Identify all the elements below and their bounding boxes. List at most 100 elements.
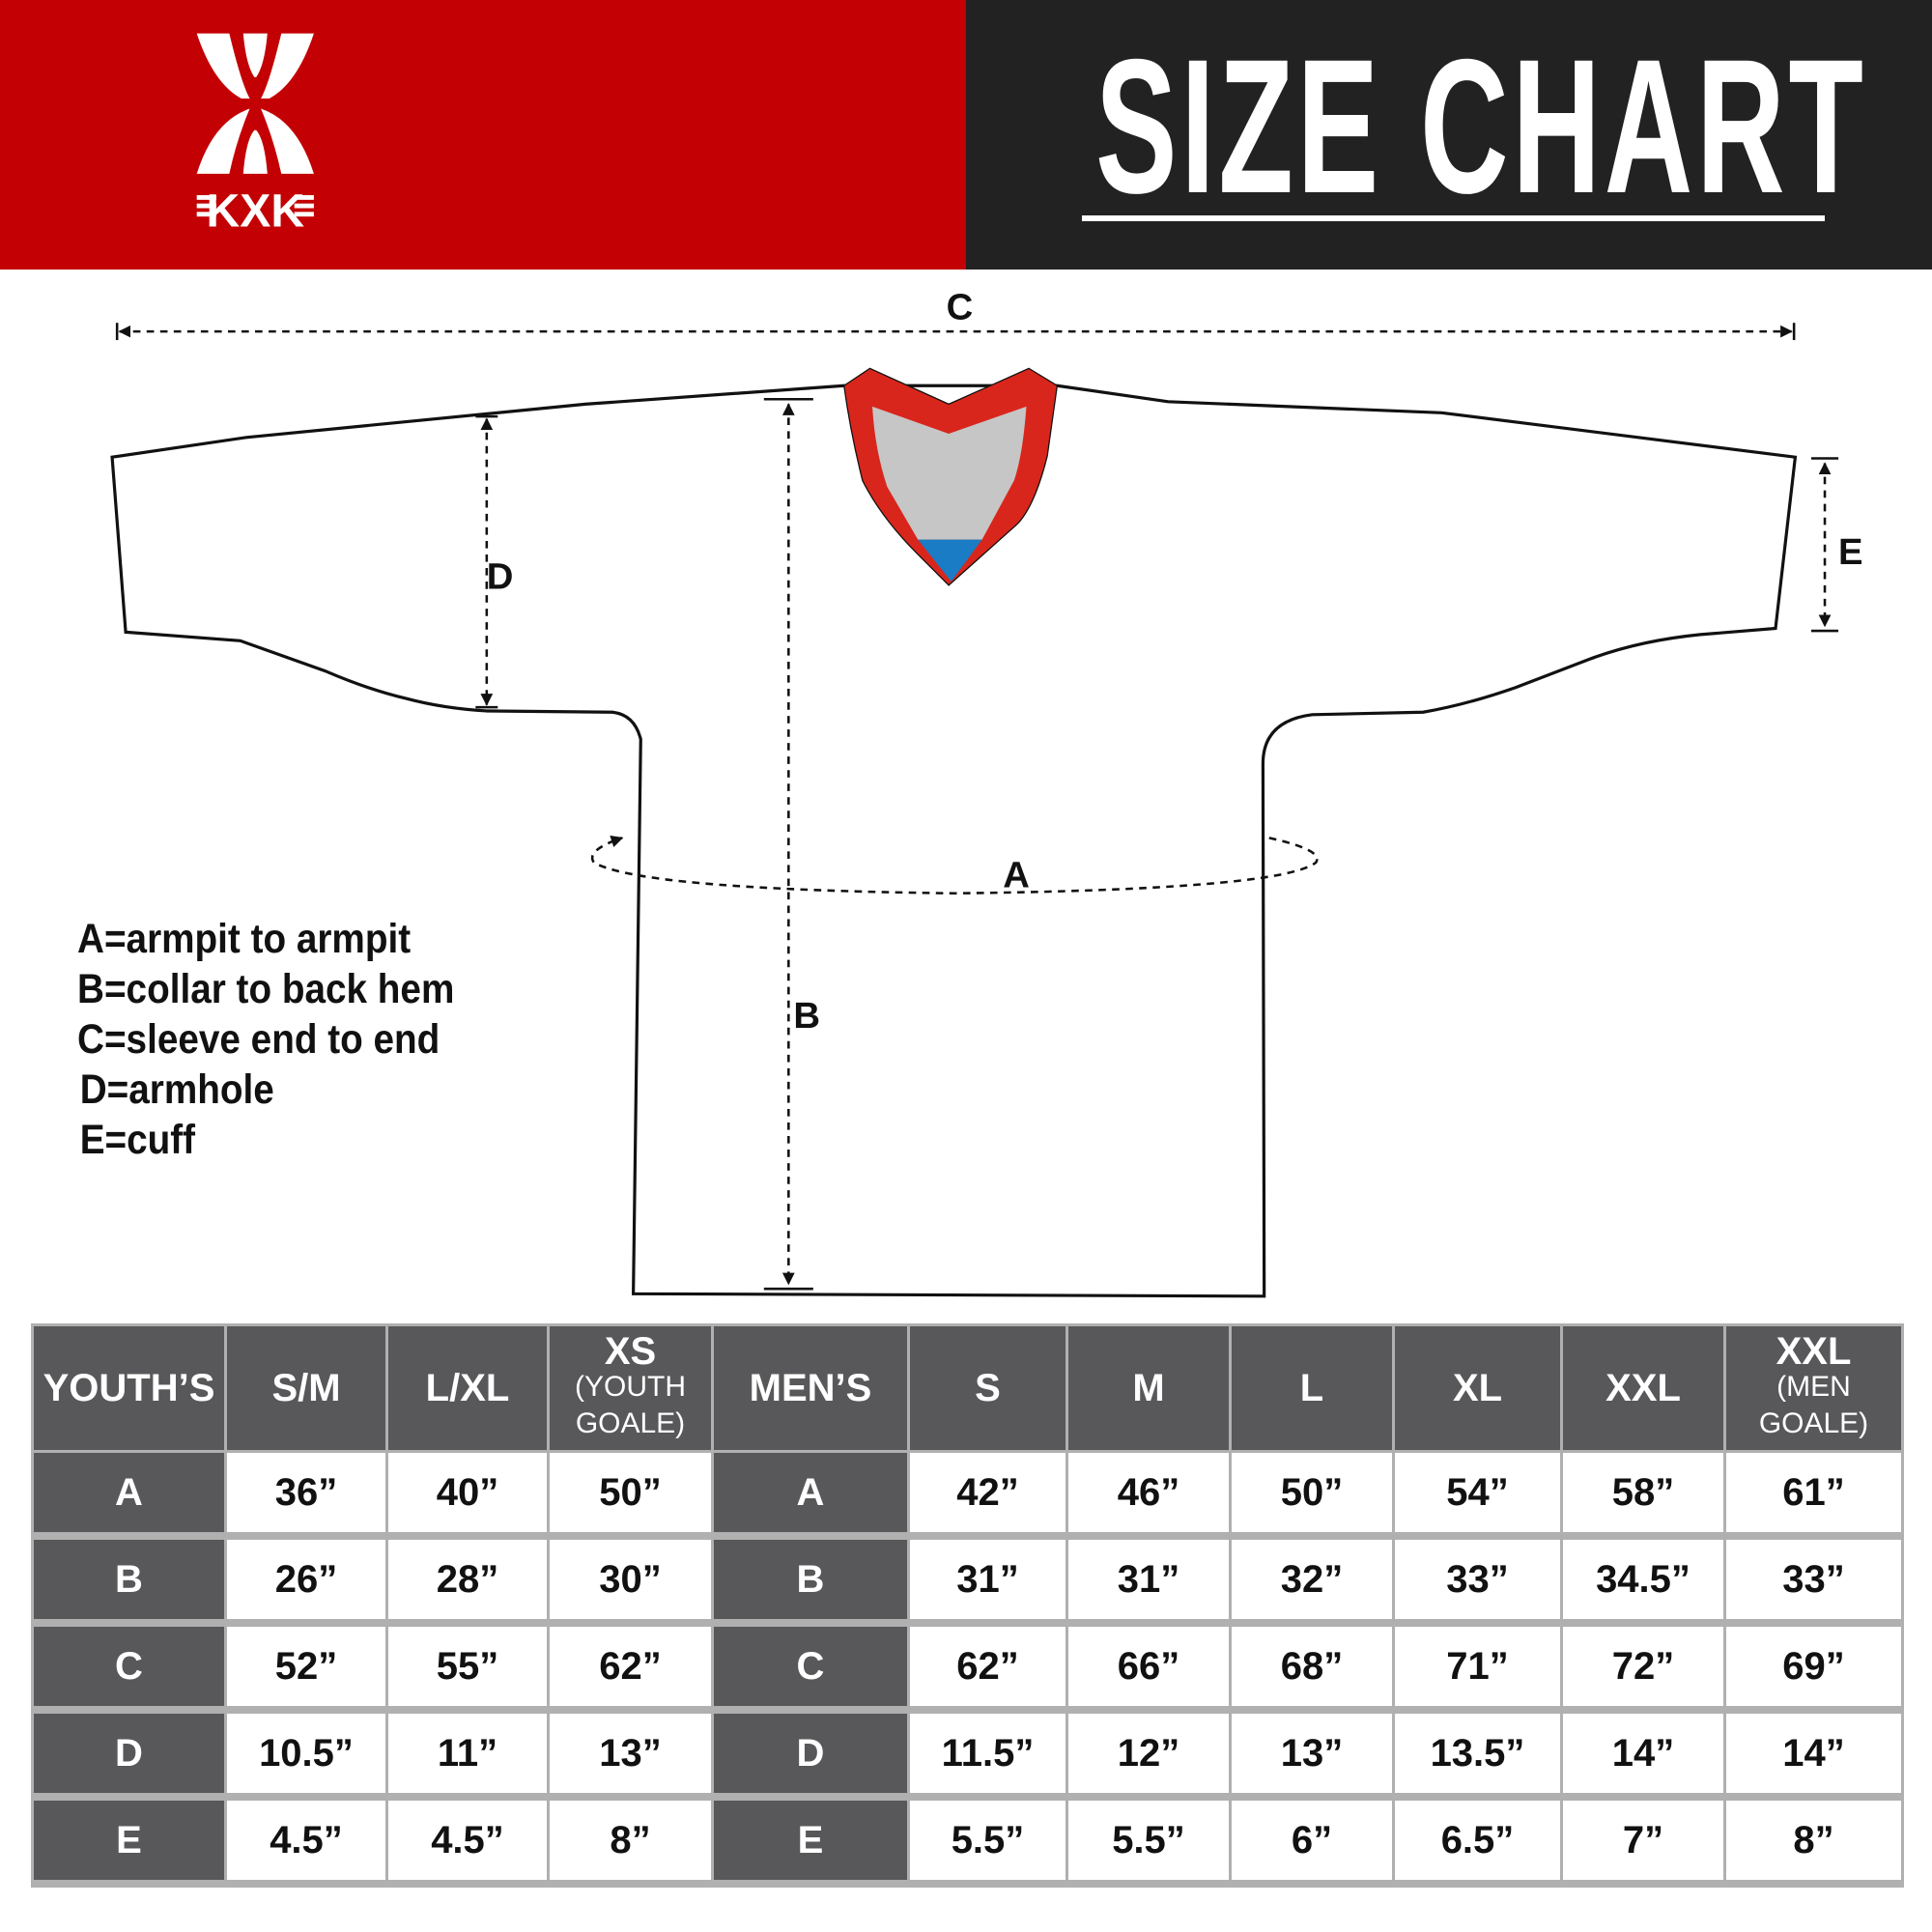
measurement-cell: 5.5” — [907, 1795, 1068, 1888]
column-header: XS (YOUTH GOALE) — [547, 1323, 714, 1453]
measurement-cell: 5.5” — [1065, 1795, 1232, 1888]
column-header-label: XXL — [1605, 1367, 1681, 1409]
measurement-cell: 62” — [547, 1621, 714, 1714]
measurement-cell: 11” — [385, 1708, 550, 1801]
measurement-cell: 6” — [1229, 1795, 1395, 1888]
measurement-cell: 42” — [907, 1450, 1068, 1540]
table-header-row: YOUTH’S S/M L/XL XS (YOUTH GOALE) MEN’S S M L XL XX… — [31, 1323, 1904, 1453]
column-header-label: L/XL — [425, 1367, 510, 1409]
row-label-cell: D — [711, 1708, 910, 1801]
measurement-cell: 13” — [1229, 1708, 1395, 1801]
legend-item: A=armpit to armpit — [77, 916, 412, 962]
measurement-cell: 26” — [224, 1534, 388, 1627]
measurement-cell: 68” — [1229, 1621, 1395, 1714]
column-header-label: S/M — [271, 1367, 341, 1409]
column-header-label: XS — [604, 1330, 657, 1373]
measurement-cell: 7” — [1560, 1795, 1726, 1888]
column-header: MEN’S — [711, 1323, 910, 1453]
table-row: A 36” 40” 50” A 42” 46” 50” 54” 58” 61” — [31, 1450, 1904, 1540]
measurement-cell: 13” — [547, 1708, 714, 1801]
collar — [843, 367, 1059, 586]
measurement-cell: 72” — [1560, 1621, 1726, 1714]
label-a: A — [1003, 854, 1030, 895]
row-label-cell: E — [31, 1795, 227, 1888]
measurement-cell: 31” — [1065, 1534, 1232, 1627]
measurement-cell: 4.5” — [385, 1795, 550, 1888]
column-header-sublabel: (YOUTH — [575, 1371, 686, 1403]
row-label-cell: B — [711, 1534, 910, 1627]
column-header: L — [1229, 1323, 1395, 1453]
legend-item: C=sleeve end to end — [77, 1016, 440, 1063]
measurement-cell: 46” — [1065, 1450, 1232, 1540]
column-header: YOUTH’S — [31, 1323, 227, 1453]
row-label-cell: C — [31, 1621, 227, 1714]
label-d: D — [487, 556, 514, 598]
legend-item: D=armhole — [79, 1066, 274, 1113]
column-header-label: M — [1132, 1367, 1165, 1409]
measurement-cell: 28” — [385, 1534, 550, 1627]
label-e: E — [1838, 531, 1863, 573]
measurement-cell: 55” — [385, 1621, 550, 1714]
label-b: B — [793, 995, 820, 1037]
measurement-cell: 4.5” — [224, 1795, 388, 1888]
table-row: E 4.5” 4.5” 8” E 5.5” 5.5” 6” 6.5” 7” 8” — [31, 1795, 1904, 1888]
column-header-label: MEN’S — [749, 1367, 872, 1409]
jersey-outline — [110, 384, 1798, 1298]
measurement-cell: 50” — [1229, 1450, 1395, 1540]
measurement-cell: 14” — [1723, 1708, 1904, 1801]
table-row: B 26” 28” 30” B 31” 31” 32” 33” 34.5” 33” — [31, 1534, 1904, 1627]
measurement-cell: 54” — [1392, 1450, 1563, 1540]
measurement-cell: 8” — [547, 1795, 714, 1888]
measurement-cell: 58” — [1560, 1450, 1726, 1540]
measurement-cell: 61” — [1723, 1450, 1904, 1540]
measurement-cell: 50” — [547, 1450, 714, 1540]
column-header-label: XXL — [1776, 1330, 1852, 1373]
measurement-cell: 33” — [1723, 1534, 1904, 1627]
row-label-cell: A — [711, 1450, 910, 1540]
title-banner — [966, 0, 1932, 270]
measurement-cell: 34.5” — [1560, 1534, 1726, 1627]
collar-blue-insert — [918, 539, 982, 582]
page-title: SIZE CHART — [1095, 19, 1867, 233]
title-underline — [1082, 215, 1825, 221]
column-header: XXL — [1560, 1323, 1726, 1453]
measurement-cell: 11.5” — [907, 1708, 1068, 1801]
column-header-label: L — [1299, 1367, 1324, 1409]
size-table: YOUTH’S S/M L/XL XS (YOUTH GOALE) MEN’S S M L XL XX… — [31, 1323, 1904, 1888]
legend-item: B=collar to back hem — [77, 966, 455, 1012]
measurement-legend: A=armpit to armpit B=collar to back hem … — [77, 914, 454, 1165]
measurement-cell: 36” — [224, 1450, 388, 1540]
column-header-sublabel: (MEN — [1776, 1371, 1851, 1403]
dimension-a-loop — [591, 835, 1319, 895]
table-row: C 52” 55” 62” C 62” 66” 68” 71” 72” 69” — [31, 1621, 1904, 1714]
row-label-cell: D — [31, 1708, 227, 1801]
column-header-sublabel: GOALE) — [1758, 1407, 1869, 1439]
measurement-cell: 14” — [1560, 1708, 1726, 1801]
column-header-label: S — [975, 1367, 1001, 1409]
column-header: S — [907, 1323, 1068, 1453]
column-header: M — [1065, 1323, 1232, 1453]
brand-wordmark: KXK — [207, 185, 305, 238]
measurement-cell: 69” — [1723, 1621, 1904, 1714]
measurement-cell: 33” — [1392, 1534, 1563, 1627]
measurement-cell: 71” — [1392, 1621, 1563, 1714]
measurement-cell: 66” — [1065, 1621, 1232, 1714]
row-label-cell: C — [711, 1621, 910, 1714]
brand-banner: KXK — [0, 0, 966, 270]
measurement-cell: 10.5” — [224, 1708, 388, 1801]
column-header-sublabel: GOALE) — [575, 1407, 686, 1439]
measurement-cell: 13.5” — [1392, 1708, 1563, 1801]
column-header-label: XL — [1452, 1367, 1503, 1409]
measurement-cell: 40” — [385, 1450, 550, 1540]
column-header-label: YOUTH’S — [43, 1367, 215, 1409]
measurement-cell: 32” — [1229, 1534, 1395, 1627]
column-header: L/XL — [385, 1323, 550, 1453]
column-header: XXL (MEN GOALE) — [1723, 1323, 1904, 1453]
measurement-cell: 31” — [907, 1534, 1068, 1627]
row-label-cell: A — [31, 1450, 227, 1540]
measurement-cell: 8” — [1723, 1795, 1904, 1888]
measurement-cell: 12” — [1065, 1708, 1232, 1801]
row-label-cell: B — [31, 1534, 227, 1627]
